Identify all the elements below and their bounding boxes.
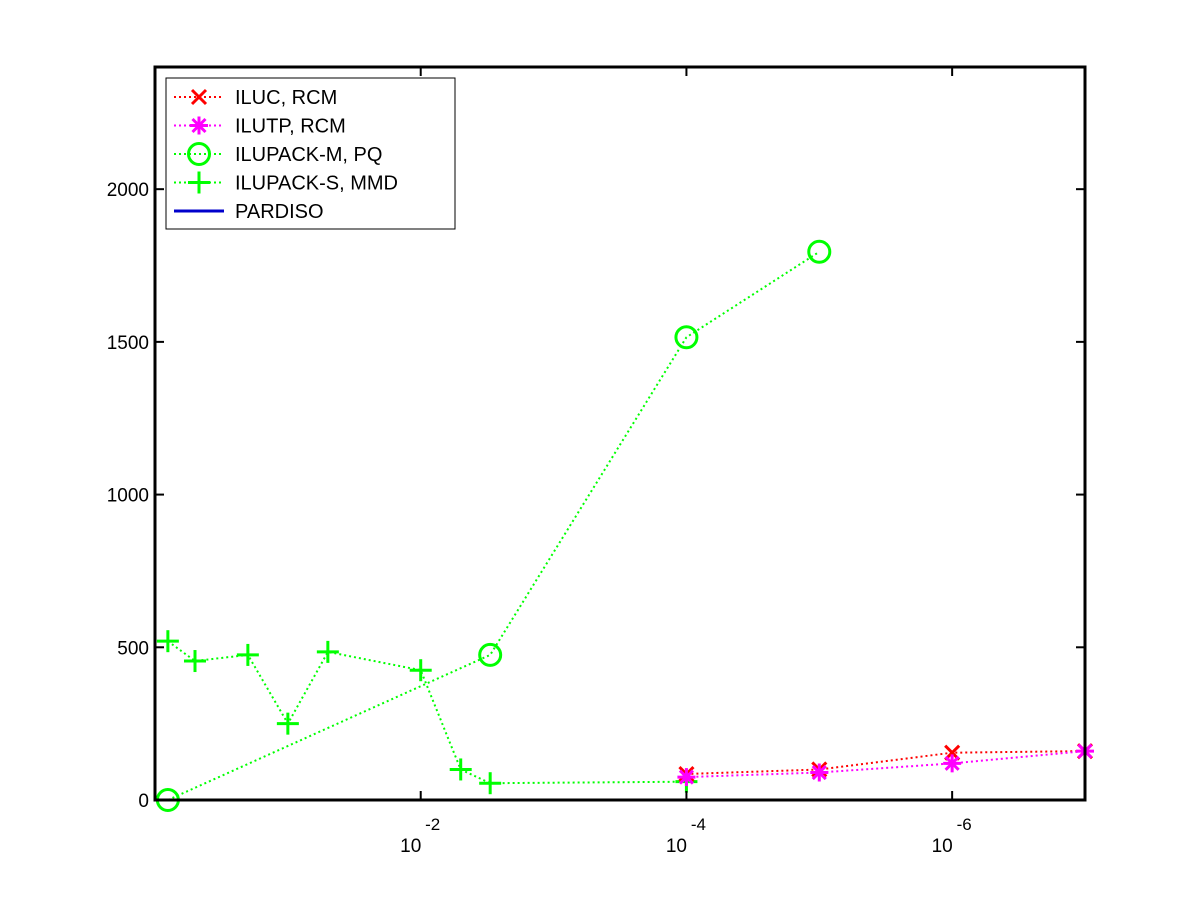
x-tick-label-exponent: -6 <box>957 815 972 834</box>
y-tick-label: 1500 <box>107 333 149 354</box>
x-tick-label-base: 10 <box>932 836 953 857</box>
legend-entry-ilupack-m-pq: ILUPACK-M, PQ <box>174 144 382 167</box>
x-tick-label-base: 10 <box>400 836 421 857</box>
data-point-ilutp-rcm <box>943 754 961 772</box>
y-tick-label: 500 <box>117 638 149 659</box>
legend: ILUC, RCM ILUTP, RCM ILUPACK-M, PQ ILUPACK-… <box>166 78 455 229</box>
legend-label-iluc-rcm: ILUC, RCM <box>235 87 337 109</box>
x-tick-label-exponent: -4 <box>691 815 706 834</box>
data-point-ilutp-rcm <box>810 764 828 782</box>
legend-label-pardiso: PARDISO <box>235 201 324 223</box>
data-point-ilutp-rcm <box>677 768 695 786</box>
x-tick-label-exponent: -2 <box>425 815 440 834</box>
x-tick-label-base: 10 <box>666 836 687 857</box>
legend-marker-ilutp-rcm <box>190 117 208 135</box>
legend-label-ilupack-m-pq: ILUPACK-M, PQ <box>235 144 382 166</box>
y-tick-label: 0 <box>138 791 149 812</box>
legend-label-ilupack-s-mmd: ILUPACK-S, MMD <box>235 173 398 195</box>
legend-label-ilutp-rcm: ILUTP, RCM <box>235 116 346 138</box>
legend-entry-ilutp-rcm: ILUTP, RCM <box>174 116 346 138</box>
y-tick-label: 1000 <box>107 486 149 507</box>
y-tick-label: 2000 <box>107 180 149 201</box>
